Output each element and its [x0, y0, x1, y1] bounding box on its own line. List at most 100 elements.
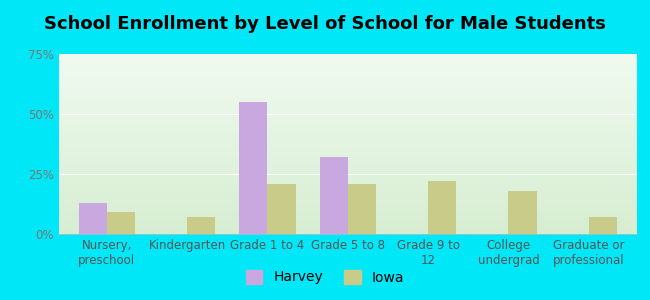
Bar [58, 133, 637, 135]
Bar [58, 167, 637, 169]
Bar [58, 230, 637, 232]
Bar [58, 92, 637, 94]
Bar [58, 56, 637, 58]
Bar [58, 117, 637, 119]
Bar [187, 217, 215, 234]
Bar [58, 232, 637, 234]
Bar [58, 157, 637, 158]
Bar [58, 63, 637, 65]
Bar [58, 130, 637, 131]
Bar [58, 88, 637, 90]
Bar [58, 194, 637, 196]
Bar [58, 191, 637, 193]
Bar [58, 158, 637, 160]
Bar [589, 217, 617, 234]
Bar [58, 101, 637, 103]
Bar [58, 164, 637, 166]
Bar [58, 128, 637, 130]
Bar [58, 220, 637, 221]
Bar [58, 108, 637, 110]
Bar [58, 203, 637, 205]
Bar [58, 74, 637, 76]
Bar [58, 184, 637, 185]
Bar [58, 178, 637, 180]
Bar [58, 110, 637, 112]
Bar [58, 209, 637, 211]
Bar [58, 218, 637, 220]
Bar [58, 180, 637, 182]
Bar [58, 59, 637, 61]
Bar [58, 153, 637, 155]
Bar [58, 77, 637, 79]
Bar [58, 187, 637, 189]
Bar [58, 126, 637, 128]
Bar [58, 176, 637, 178]
Bar [58, 104, 637, 106]
Bar [58, 72, 637, 74]
Bar [58, 229, 637, 230]
Bar [239, 102, 267, 234]
Bar [58, 68, 637, 70]
Bar [58, 207, 637, 209]
Bar [58, 58, 637, 59]
Bar [58, 79, 637, 81]
Bar [58, 214, 637, 216]
Bar [58, 65, 637, 67]
Bar [58, 173, 637, 175]
Bar [58, 70, 637, 72]
Bar [58, 103, 637, 104]
Bar [58, 221, 637, 223]
Bar [58, 137, 637, 139]
Bar [58, 149, 637, 151]
Text: School Enrollment by Level of School for Male Students: School Enrollment by Level of School for… [44, 15, 606, 33]
Bar [348, 184, 376, 234]
Bar [58, 67, 637, 68]
Bar [58, 113, 637, 115]
Bar [58, 139, 637, 140]
Bar [58, 185, 637, 187]
Bar [58, 193, 637, 194]
Bar [58, 135, 637, 137]
Bar [58, 182, 637, 184]
Bar [58, 124, 637, 126]
Bar [58, 90, 637, 92]
Bar [58, 151, 637, 153]
Bar [58, 148, 637, 149]
Bar [58, 162, 637, 164]
Bar [58, 86, 637, 88]
Bar [58, 61, 637, 63]
Bar [107, 212, 135, 234]
Bar [58, 225, 637, 227]
Bar [320, 157, 348, 234]
Bar [58, 94, 637, 95]
Bar [58, 95, 637, 97]
Bar [58, 83, 637, 85]
Bar [58, 121, 637, 122]
Bar [58, 54, 637, 56]
Bar [58, 144, 637, 146]
Bar [58, 189, 637, 191]
Bar [58, 81, 637, 83]
Bar [58, 216, 637, 218]
Bar [58, 97, 637, 99]
Bar [58, 99, 637, 101]
Bar [58, 223, 637, 225]
Bar [58, 200, 637, 202]
Bar [267, 184, 296, 234]
Bar [58, 166, 637, 167]
Bar [58, 227, 637, 229]
Bar [58, 85, 637, 86]
Bar [58, 106, 637, 108]
Bar [58, 146, 637, 148]
Bar [58, 155, 637, 157]
Bar [58, 119, 637, 121]
Bar [58, 76, 637, 77]
Bar [58, 212, 637, 214]
Legend: Harvey, Iowa: Harvey, Iowa [240, 264, 410, 290]
Bar [58, 171, 637, 173]
Bar [58, 202, 637, 203]
Bar [58, 205, 637, 207]
Bar [58, 142, 637, 144]
Bar [508, 191, 536, 234]
Bar [58, 211, 637, 212]
